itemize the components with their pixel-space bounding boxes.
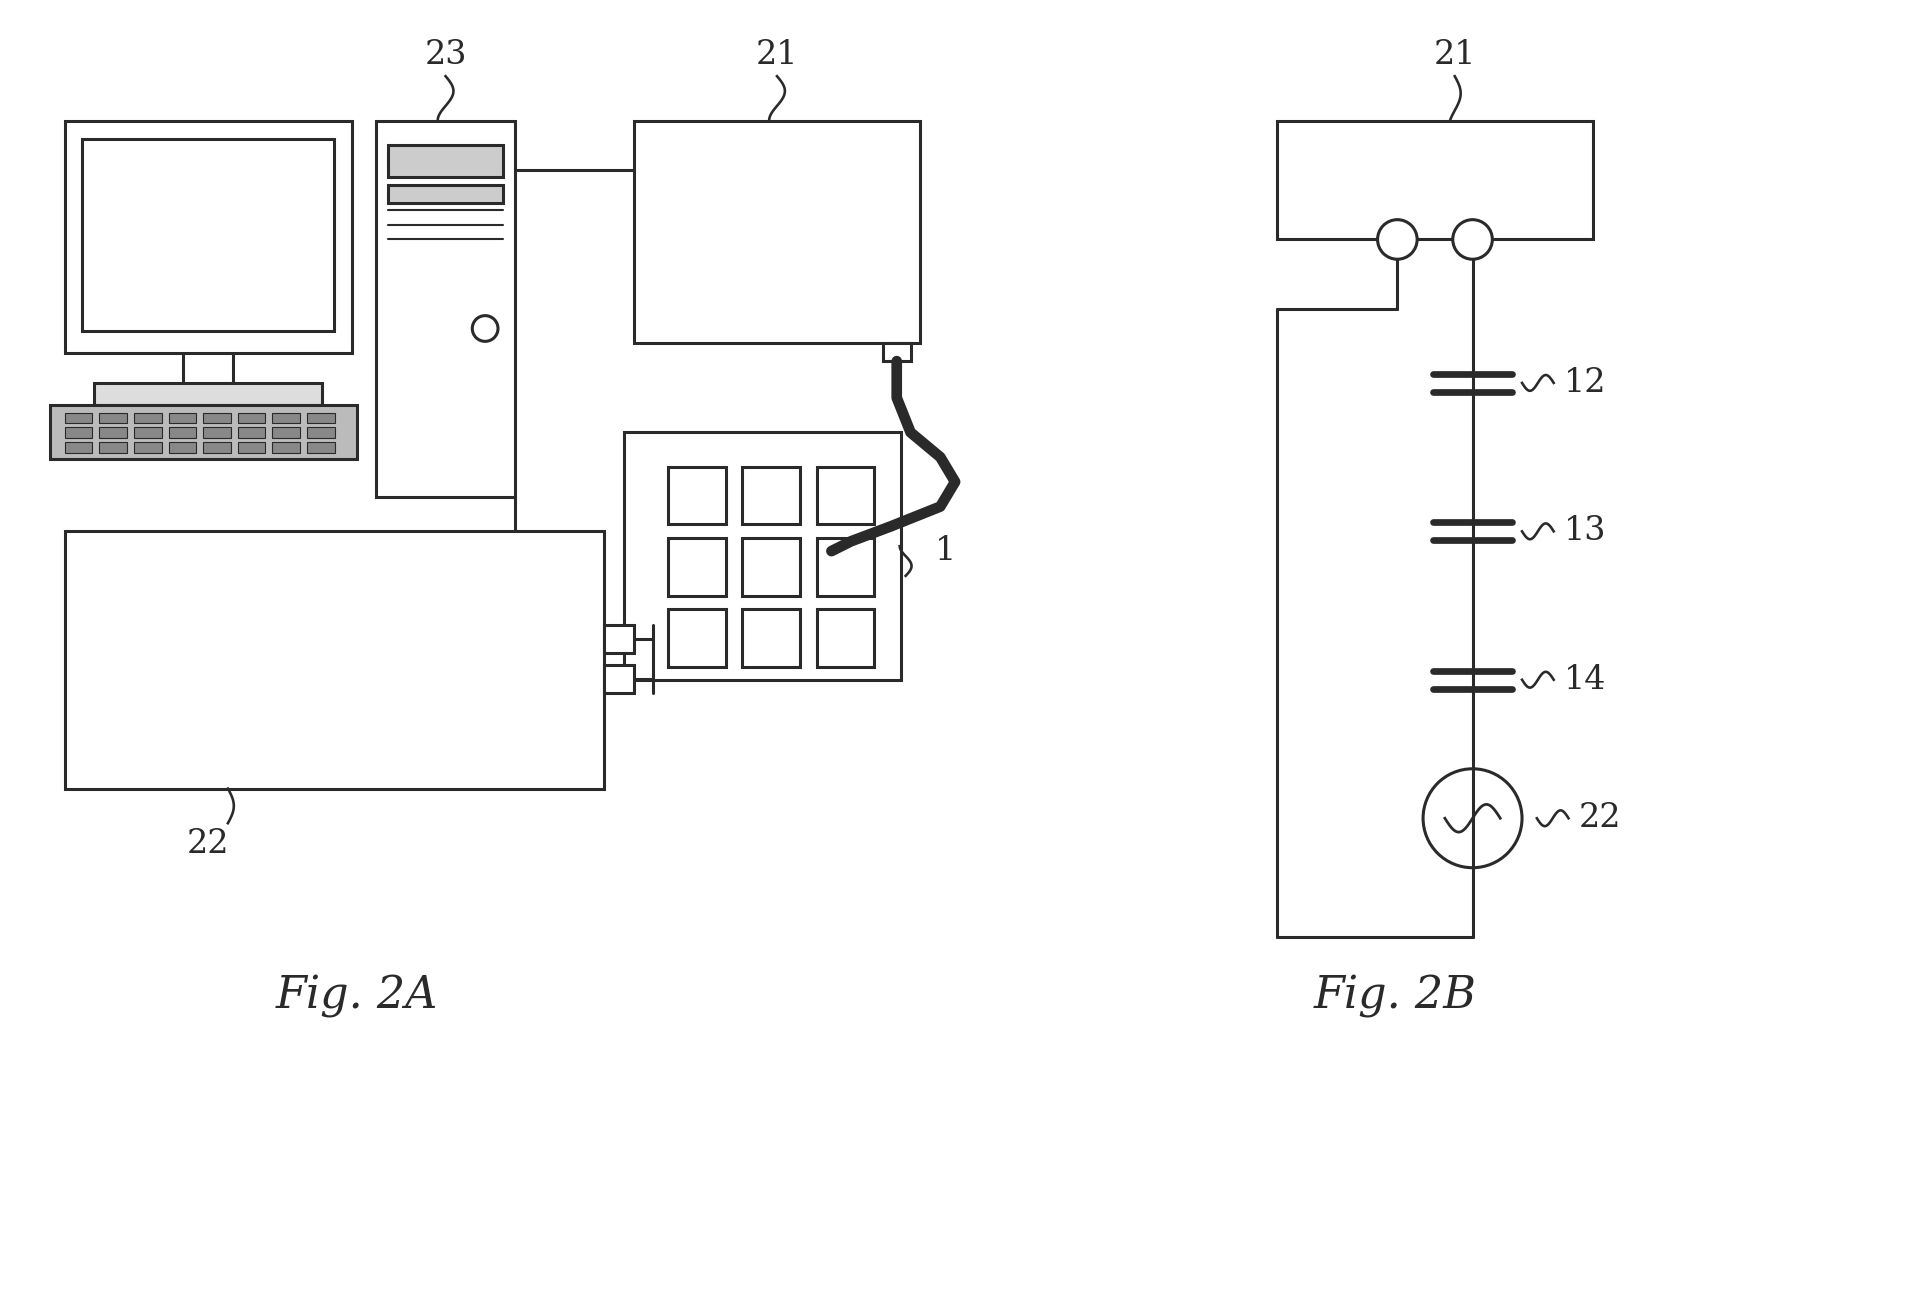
Bar: [623, 432, 901, 680]
Bar: [237, 413, 266, 423]
Bar: [98, 413, 127, 423]
Bar: [66, 413, 93, 423]
Bar: [604, 665, 633, 693]
Bar: [307, 413, 336, 423]
Bar: [667, 466, 725, 524]
Bar: [133, 443, 162, 453]
Bar: [633, 121, 920, 343]
Bar: [307, 443, 336, 453]
Bar: [743, 466, 801, 524]
Bar: [883, 343, 910, 362]
Bar: [388, 145, 503, 177]
Bar: [388, 185, 503, 203]
Bar: [743, 609, 801, 667]
Bar: [1277, 121, 1593, 240]
Bar: [237, 427, 266, 439]
Bar: [203, 443, 231, 453]
Text: 22: 22: [1578, 802, 1620, 834]
Bar: [667, 609, 725, 667]
Text: 21: 21: [756, 39, 799, 71]
Bar: [816, 609, 874, 667]
Text: Fig. 2B: Fig. 2B: [1314, 975, 1478, 1018]
Bar: [816, 538, 874, 596]
Text: 21: 21: [1433, 39, 1476, 71]
Circle shape: [1424, 769, 1522, 867]
Bar: [66, 443, 93, 453]
Bar: [168, 427, 197, 439]
Bar: [95, 383, 322, 405]
Text: 14: 14: [1564, 664, 1607, 696]
Bar: [133, 413, 162, 423]
Bar: [272, 413, 301, 423]
Bar: [98, 427, 127, 439]
Text: Fig. 2A: Fig. 2A: [276, 975, 438, 1018]
Bar: [66, 427, 93, 439]
Bar: [66, 532, 604, 789]
Bar: [168, 413, 197, 423]
Bar: [307, 427, 336, 439]
Bar: [237, 443, 266, 453]
Bar: [66, 121, 351, 354]
Bar: [272, 443, 301, 453]
Bar: [203, 427, 231, 439]
Bar: [98, 443, 127, 453]
Bar: [50, 405, 357, 458]
Text: 13: 13: [1564, 515, 1607, 548]
Bar: [743, 538, 801, 596]
Bar: [376, 121, 515, 496]
Circle shape: [473, 316, 498, 342]
Text: 12: 12: [1564, 367, 1607, 400]
Bar: [272, 427, 301, 439]
Text: 1: 1: [936, 534, 957, 567]
Bar: [168, 443, 197, 453]
Bar: [667, 538, 725, 596]
Circle shape: [1453, 220, 1493, 259]
Text: 23: 23: [424, 39, 467, 71]
Text: 22: 22: [187, 828, 230, 861]
Bar: [816, 466, 874, 524]
Bar: [133, 427, 162, 439]
Bar: [203, 413, 231, 423]
Bar: [83, 139, 334, 331]
Circle shape: [1377, 220, 1418, 259]
Bar: [604, 625, 633, 652]
